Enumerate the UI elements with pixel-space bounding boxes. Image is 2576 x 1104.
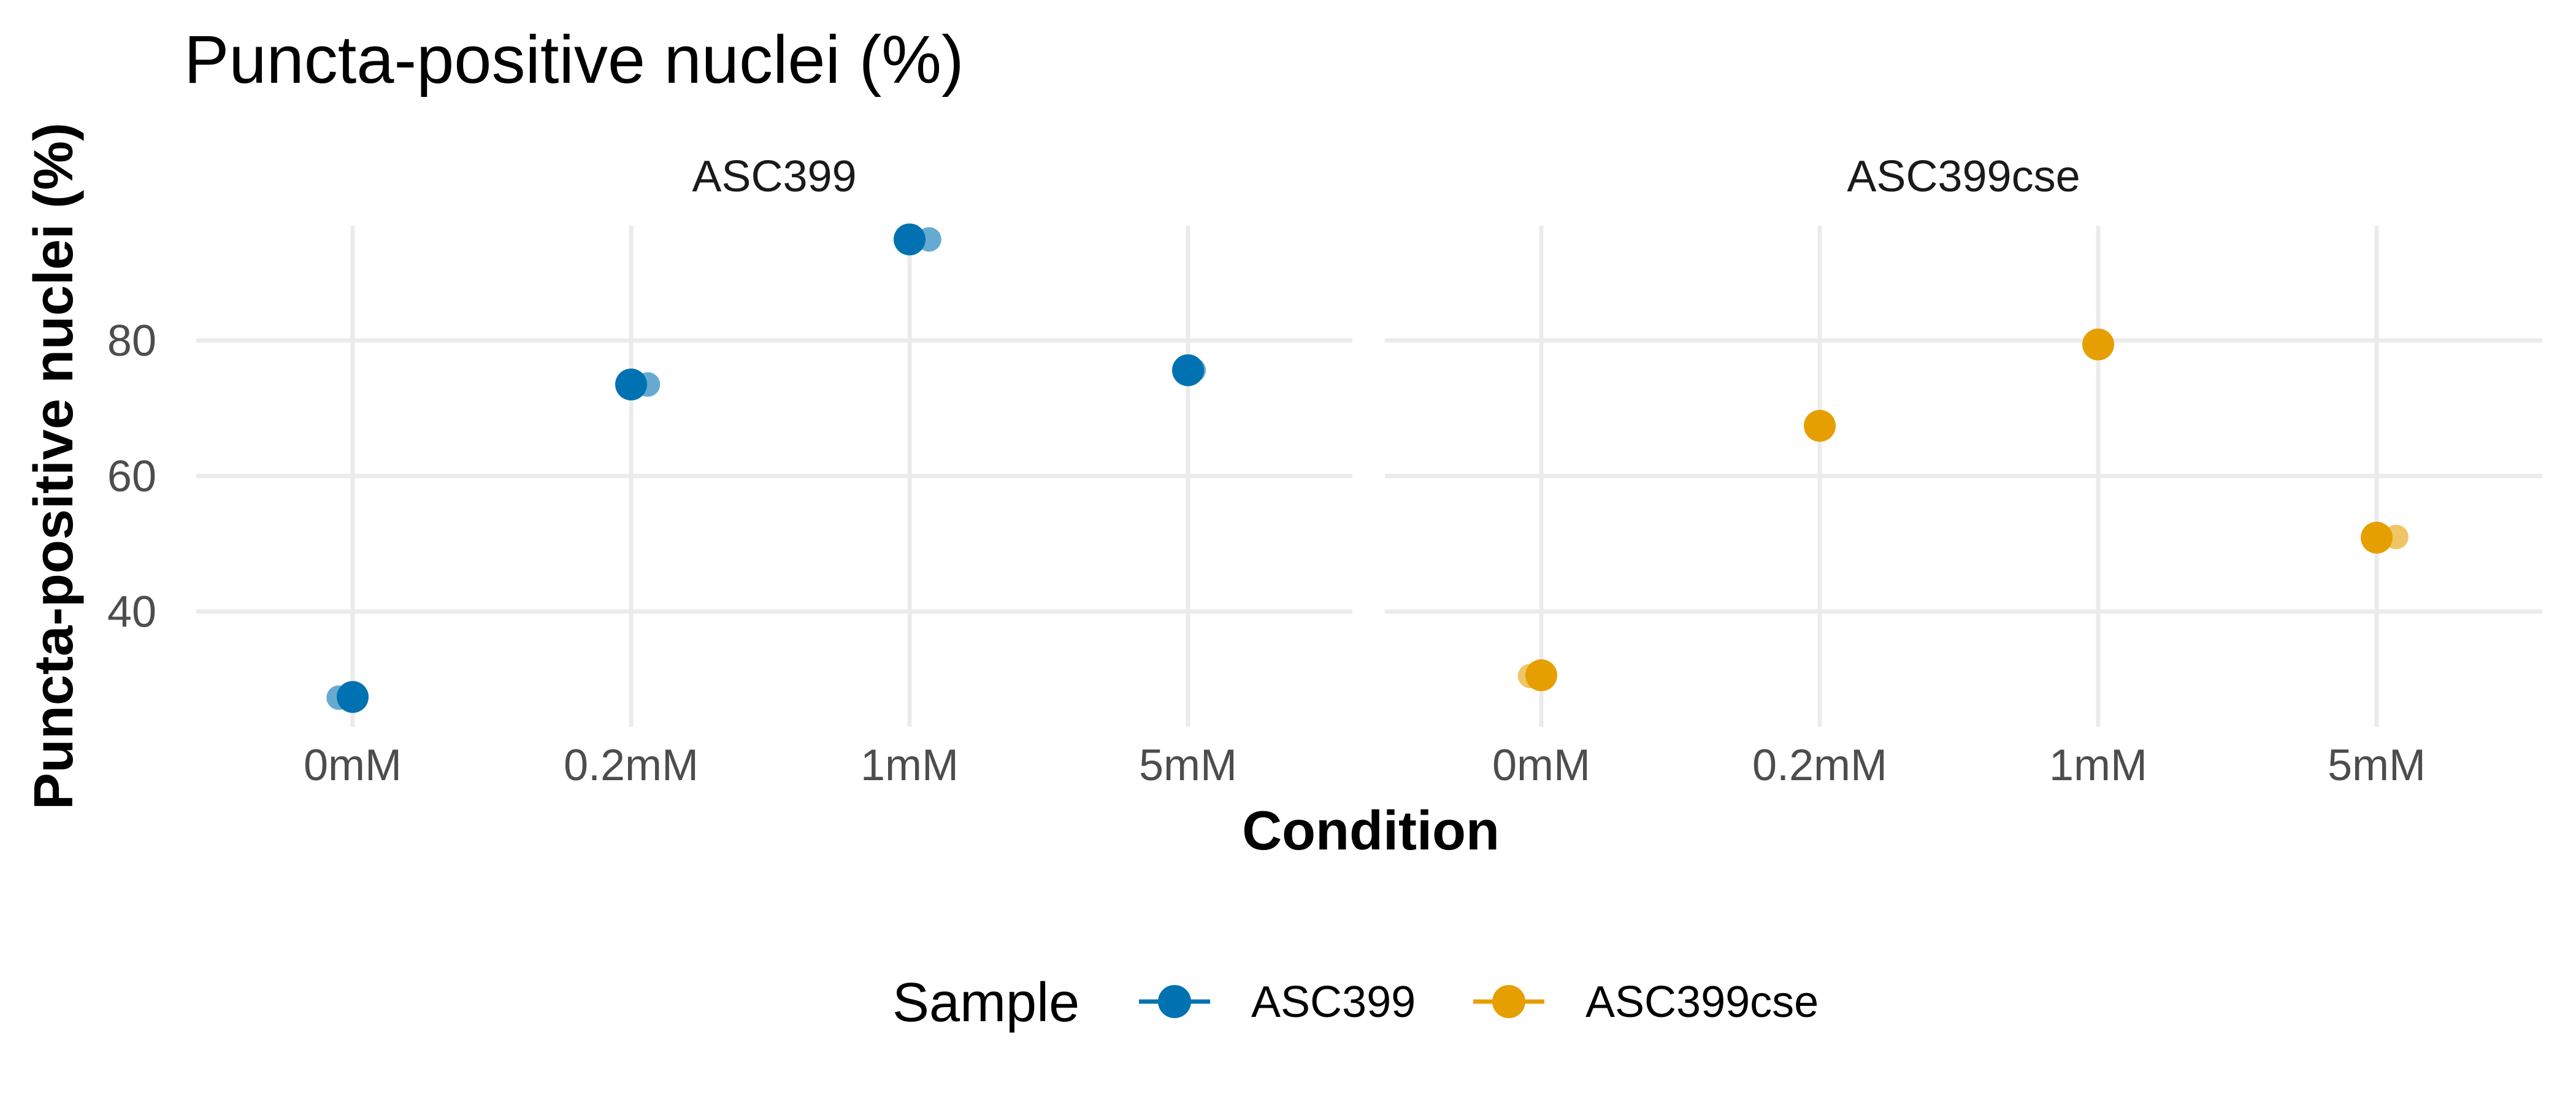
x-tick-label: 0mM: [304, 741, 402, 790]
y-tick-label: 80: [107, 316, 156, 366]
legend-key-point: [1158, 985, 1191, 1018]
x-tick-label: 1mM: [861, 741, 959, 790]
legend-label: ASC399: [1251, 978, 1416, 1027]
data-point: [1525, 659, 1557, 691]
data-point: [2082, 328, 2114, 361]
x-tick-label: 0.2mM: [564, 741, 699, 790]
y-axis-title: Puncta-positive nuclei (%): [23, 123, 85, 810]
data-point: [615, 368, 647, 401]
legend-title: Sample: [892, 972, 1079, 1033]
x-tick-label: 5mM: [1139, 741, 1237, 790]
x-tick-label: 0mM: [1492, 741, 1590, 790]
data-point: [2361, 521, 2393, 554]
panels: ASC399 0mM 0.2mM 1mM 5mM 40 60 80 ASC399cse 0mM 0.…: [107, 152, 2542, 790]
x-tick-label: 1mM: [2049, 741, 2147, 790]
legend-key-point: [1492, 985, 1525, 1018]
panel-asc399: ASC399 0mM 0.2mM 1mM 5mM 40 60 80: [107, 152, 1352, 790]
panel-strip-label: ASC399: [692, 152, 856, 201]
panel-asc399cse: ASC399cse 0mM 0.2mM 1mM 5mM: [1385, 152, 2542, 790]
x-tick-label: 0.2mM: [1752, 741, 1887, 790]
chart-title: Puncta-positive nuclei (%): [184, 22, 964, 98]
legend-item: ASC399cse: [1473, 978, 1819, 1027]
legend-item: ASC399: [1139, 978, 1416, 1027]
data-point: [1804, 410, 1836, 442]
legend-label: ASC399cse: [1585, 978, 1819, 1027]
y-tick-label: 40: [107, 588, 156, 637]
data-point: [1172, 354, 1204, 386]
data-point: [894, 223, 926, 256]
y-tick-label: 60: [107, 452, 156, 501]
x-axis-title: Condition: [1242, 800, 1500, 862]
x-tick-label: 5mM: [2328, 741, 2426, 790]
panel-strip-label: ASC399cse: [1847, 152, 2080, 201]
legend: Sample ASC399 ASC399cse: [892, 972, 1819, 1033]
data-point: [337, 681, 369, 713]
